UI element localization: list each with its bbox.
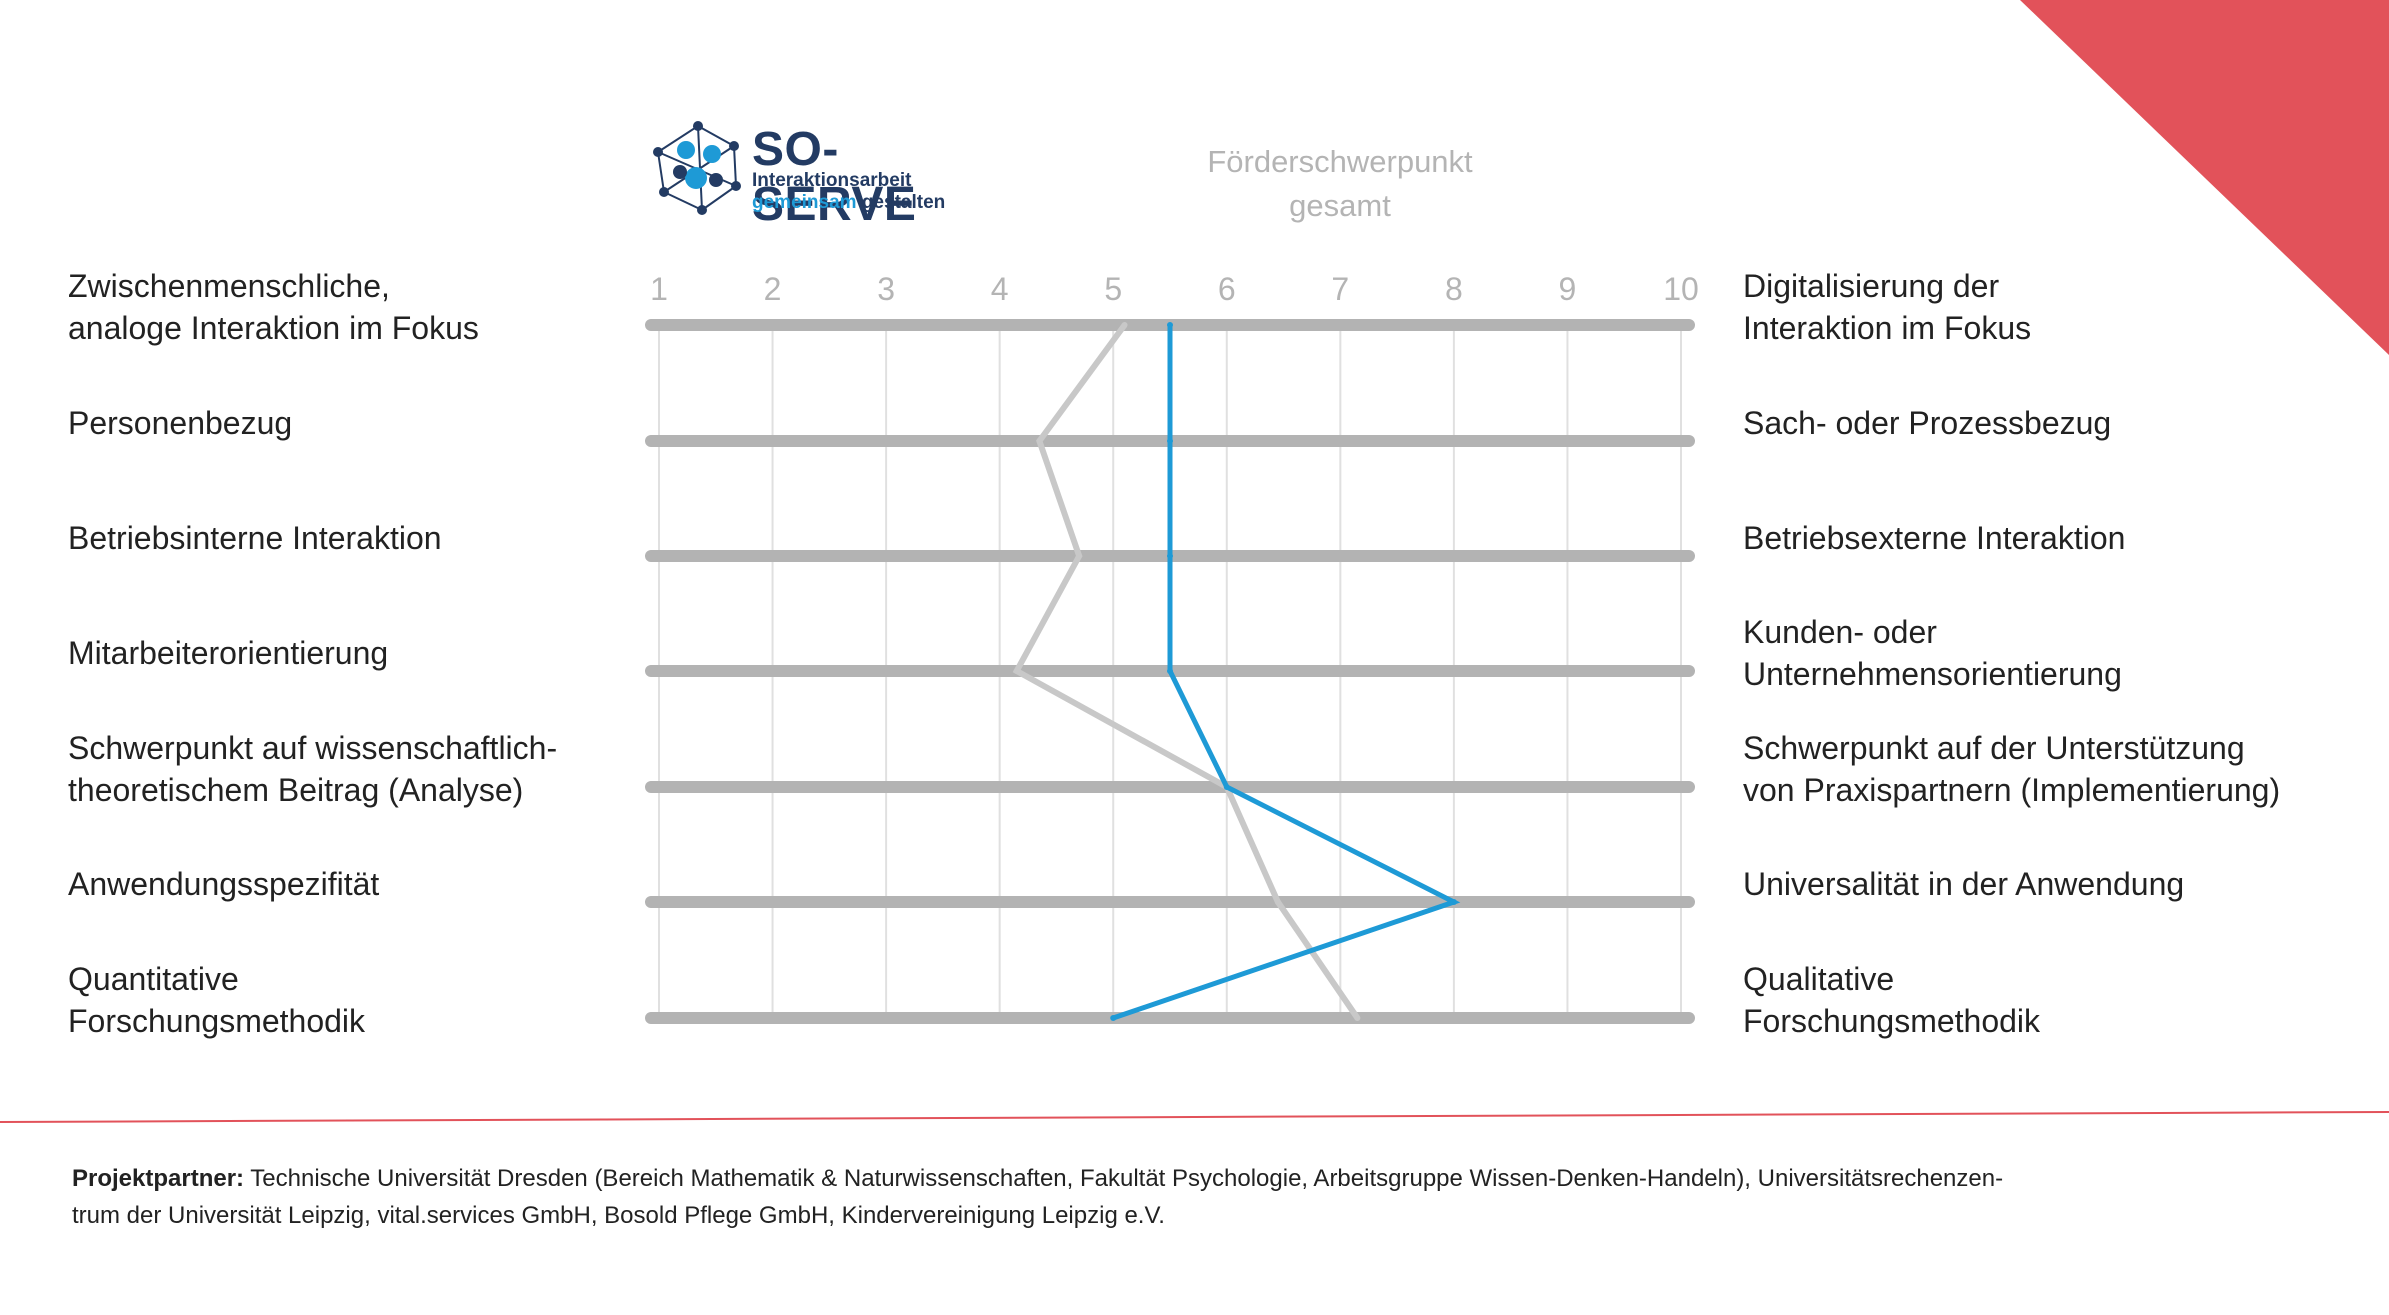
row-label-right: Sach- oder Prozessbezug (1743, 402, 2111, 444)
row-label-left: Betriebsinterne Interaktion (68, 517, 442, 559)
row-label-right: Digitalisierung der Interaktion im Fokus (1743, 265, 2031, 349)
row-label-line: Kunden- oder (1743, 614, 1937, 650)
row-label-line: Digitalisierung der (1743, 268, 2000, 304)
row-label-line: Schwerpunkt auf wissenschaftlich- (68, 730, 558, 766)
row-label-line: Quantitative (68, 961, 239, 997)
row-label-left: Quantitative Forschungsmethodik (68, 958, 365, 1042)
row-label-line: Anwendungsspezifität (68, 866, 380, 902)
x-tick-label: 1 (650, 271, 668, 307)
logo-subtitle: Interaktionsarbeit (752, 170, 912, 191)
row-label-line: analoge Interaktion im Fokus (68, 310, 479, 346)
row-label-line: Forschungsmethodik (68, 1003, 366, 1039)
series-2-point (1110, 1015, 1117, 1021)
chart-title: Förderschwerpunkt gesamt (1100, 140, 1580, 228)
series-2-point (1450, 899, 1457, 905)
series-1-point (1076, 553, 1083, 559)
row-label-left: Zwischenmenschliche, analoge Interaktion … (68, 265, 479, 349)
row-label-left: Anwendungsspezifität (68, 863, 379, 905)
series-2-point (1223, 784, 1230, 790)
row-label-line: Sach- oder Prozessbezug (1743, 405, 2112, 441)
footer-text1: Technische Universität Dresden (Bereich … (244, 1165, 2004, 1192)
row-label-line: Unternehmensorientierung (1743, 656, 2122, 692)
row-label-line: Universalität in der Anwendung (1743, 866, 2185, 902)
x-tick-label: 5 (1104, 271, 1122, 307)
footer-line2: trum der Universität Leipzig, vital.serv… (72, 1202, 1165, 1229)
row-label-line: Personenbezug (68, 405, 293, 441)
divider-line (0, 1111, 2389, 1123)
x-tick-label: 8 (1445, 271, 1463, 307)
row-label-left: Schwerpunkt auf wissenschaftlich-theoret… (68, 727, 557, 811)
row-label-line: theoretischem Beitrag (Analyse) (68, 772, 524, 808)
corner-decoration (2020, 0, 2389, 355)
row-label-right: Kunden- oder Unternehmensorientierung (1743, 611, 2122, 695)
network-icon (653, 121, 741, 215)
series-1-point (1121, 322, 1128, 328)
logo-subtitle-2: gemeinsam gestalten (752, 192, 945, 214)
row-label-left: Mitarbeiterorientierung (68, 632, 388, 674)
row-label-right: Schwerpunkt auf der Unterstützung von Pra… (1743, 727, 2280, 811)
row-label-line: Zwischenmenschliche, (68, 268, 390, 304)
row-label-line: Schwerpunkt auf der Unterstützung (1743, 730, 2245, 766)
row-label-line: von Praxispartnern (Implementierung) (1743, 772, 2281, 808)
series-2-point (1167, 438, 1173, 444)
x-tick-label: 7 (1331, 271, 1349, 307)
row-label-line: Betriebsexterne Interaktion (1743, 520, 2126, 556)
series-2-point (1167, 668, 1173, 674)
x-tick-label: 10 (1663, 271, 1699, 307)
logo-subtitle-highlight: gemeinsam (752, 192, 857, 213)
row-label-left: Personenbezug (68, 402, 292, 444)
x-tick-label: 6 (1218, 271, 1236, 307)
row-label-line: Qualitative (1743, 961, 1895, 997)
chart-title-line1: Förderschwerpunkt (1207, 144, 1473, 179)
series-2-point (1167, 553, 1173, 559)
row-label-right: Betriebsexterne Interaktion (1743, 517, 2125, 559)
row-label-right: Qualitative Forschungsmethodik (1743, 958, 2040, 1042)
logo-subtitle-rest: gestalten (861, 192, 946, 213)
series-1-point (1354, 1015, 1361, 1021)
profile-chart: 1 2 3 4 5 6 7 8 9 10 (645, 271, 1699, 1024)
row-label-line: Forschungsmethodik (1743, 1003, 2041, 1039)
series-1-point (1013, 668, 1020, 674)
row-label-line: Mitarbeiterorientierung (68, 635, 389, 671)
footer-label: Projektpartner: (72, 1165, 245, 1192)
footer: Projektpartner: Technische Universität D… (72, 1160, 2322, 1234)
series-1-point (1274, 899, 1281, 905)
logo-title: SO-SERVE (752, 123, 917, 231)
chart-title-line2: gesamt (1289, 188, 1391, 223)
series-1-point (1036, 438, 1043, 444)
row-label-right: Universalität in der Anwendung (1743, 863, 2184, 905)
footer-line1: Projektpartner: Technische Universität D… (72, 1160, 2322, 1197)
x-tick-label: 2 (764, 271, 782, 307)
row-label-line: Interaktion im Fokus (1743, 310, 2032, 346)
so-serve-logo: SO-SERVE Interaktionsarbeit gemeinsam ge… (650, 120, 970, 231)
x-tick-label: 9 (1559, 271, 1577, 307)
row-label-line: Betriebsinterne Interaktion (68, 520, 442, 556)
x-tick-label: 3 (877, 271, 895, 307)
x-tick-label: 4 (991, 271, 1009, 307)
series-2-point (1167, 322, 1173, 328)
